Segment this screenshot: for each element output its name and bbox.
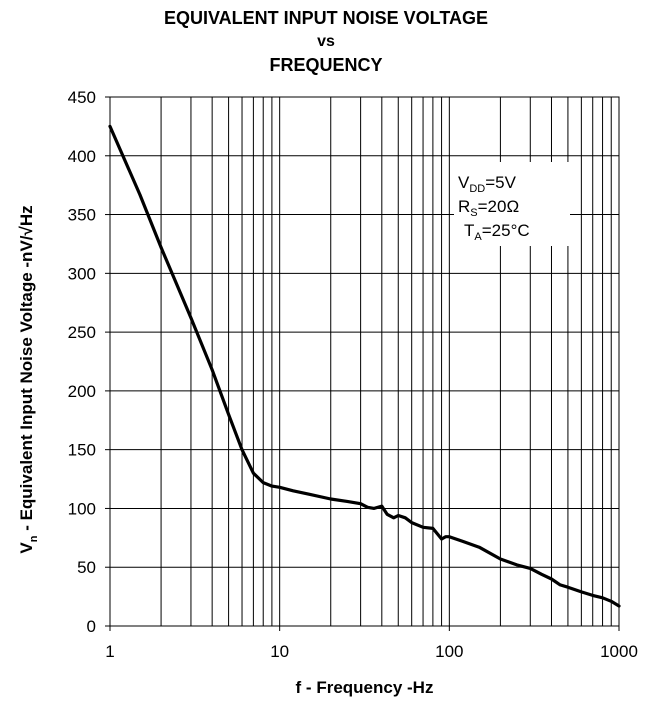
y-tick-label: 350 [68, 206, 96, 225]
y-tick-label: 400 [68, 147, 96, 166]
y-tick-labels: 0 50 100 150 200 250 300 350 400 450 [68, 88, 110, 636]
annotation-symbol: R [458, 197, 470, 216]
x-axis-label: f - Frequency -Hz [296, 678, 434, 697]
y-axis-label: Vn - Equivalent Input Noise Voltage -nV/… [17, 205, 40, 553]
annotation-line: TA=25°C [464, 221, 530, 243]
annotation-subscript: A [474, 231, 482, 243]
y-axis-label-text: - Equivalent Input Noise Voltage -nV/√Hz [17, 205, 36, 535]
chart-title-line-2: vs [317, 33, 335, 50]
x-tick-label: 100 [435, 642, 463, 661]
series-lines [108, 124, 621, 608]
y-axis-label-subscript: n [28, 535, 40, 542]
y-tick-label: 100 [68, 499, 96, 518]
y-tick-label: 250 [68, 323, 96, 342]
annotation-symbol: T [464, 221, 474, 240]
y-tick-label: 300 [68, 264, 96, 283]
y-tick-label: 50 [77, 558, 96, 577]
annotation-background [454, 162, 570, 246]
x-tick-label: 1000 [600, 642, 638, 661]
annotation-line: VDD=5V [458, 173, 517, 195]
chart-title-line-3: FREQUENCY [269, 55, 383, 75]
x-tick-label: 1 [105, 642, 114, 661]
annotation-line: RS=20Ω [458, 197, 519, 219]
y-tick-label: 450 [68, 88, 96, 107]
chart-title-line-1: EQUIVALENT INPUT NOISE VOLTAGE [163, 8, 489, 28]
annotation-subscript: S [470, 207, 477, 219]
annotation-value: =5V [485, 173, 516, 192]
annotation-value: =25°C [482, 221, 530, 240]
annotation-subscript: DD [469, 183, 485, 195]
plot-area-frame [109, 96, 620, 627]
y-tick-label: 150 [68, 441, 96, 460]
y-axis-label-prefix: V [17, 542, 36, 554]
y-tick-label: 200 [68, 382, 96, 401]
annotation-symbol: V [458, 173, 470, 192]
x-tick-labels: 1 10 100 1000 [105, 626, 638, 661]
y-tick-label: 0 [87, 617, 96, 636]
x-tick-label: 10 [270, 642, 289, 661]
series-line [108, 124, 621, 608]
annotation-value: =20Ω [478, 197, 520, 216]
